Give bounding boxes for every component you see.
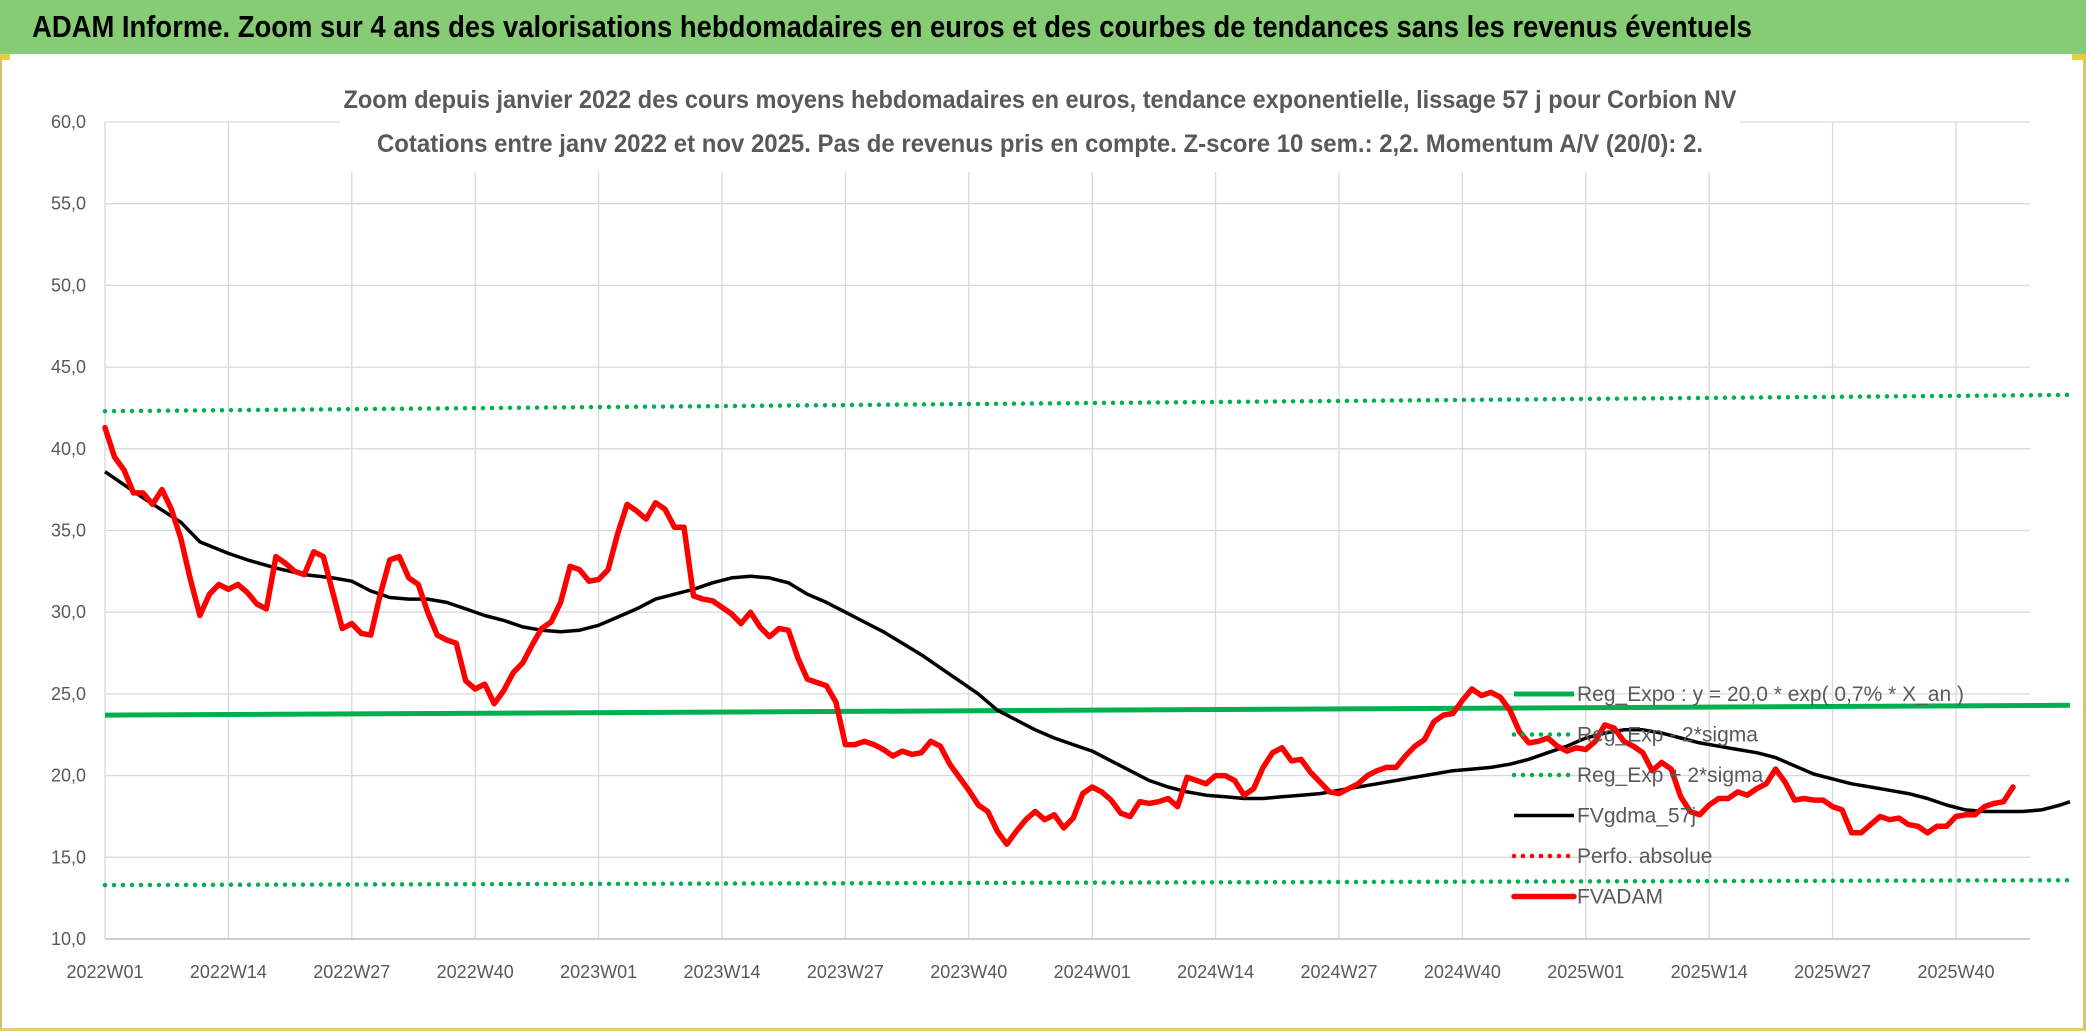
y-tick-label: 45,0 [51,357,86,377]
y-axis: 60,0 55,0 50,0 45,0 40,0 35,0 30,0 25,0 20,0 15,0… [51,112,86,949]
banner-title: ADAM Informe. Zoom sur 4 ans des valoris… [32,9,1752,44]
series-line-fvgdma-57j [104,470,2071,814]
chart-title: Zoom depuis janvier 2022 des cours moyen… [344,86,1737,114]
y-tick-label: 15,0 [51,847,86,867]
legend-label: FVADAM [1577,886,1663,909]
y-tick-label: 60,0 [51,112,86,132]
x-tick-label: 2022W01 [66,962,143,982]
chart-legend: Reg_Expo : y = 20,0 * exp( 0,7% * X_an )… [1511,683,1964,909]
y-tick-label: 10,0 [51,929,86,949]
x-tick-label: 2025W14 [1671,962,1748,982]
y-tick-label: 40,0 [51,439,86,459]
x-tick-label: 2024W14 [1177,962,1254,982]
chart-subtitle: Cotations entre janv 2022 et nov 2025. P… [377,130,1703,158]
legend-label: FVgdma_57j [1577,805,1696,828]
x-tick-label: 2025W27 [1794,962,1871,982]
x-axis: 2022W01 2022W14 2022W27 2022W40 2023W01 2023W… [66,938,2030,982]
chart-frame [0,54,2086,1031]
frame-corner-right [2072,54,2086,60]
legend-label: Reg_Expo : y = 20,0 * exp( 0,7% * X_an ) [1577,683,1964,706]
frame-corner-left [0,54,10,60]
series-line-reg-exp-2-sigma [102,392,2073,414]
chart-series [102,392,2073,888]
y-tick-label: 50,0 [51,275,86,295]
chart-grid [104,121,2030,940]
y-tick-label: 35,0 [51,521,86,541]
legend-label: Reg_Exp + 2*sigma [1577,764,1764,787]
x-tick-label: 2023W27 [807,962,884,982]
series-line-fvadam [102,424,2016,847]
legend-label: Reg_Exp - 2*sigma [1577,724,1758,747]
series-line-reg-expo-y-20-0-exp-0-7-x-an [104,702,2070,718]
x-tick-label: 2025W40 [1917,962,1994,982]
x-tick-label: 2022W14 [190,962,267,982]
x-tick-label: 2023W14 [683,962,760,982]
x-tick-label: 2025W01 [1547,962,1624,982]
y-tick-label: 30,0 [51,602,86,622]
series-line-reg-exp-2-sigma [102,877,2073,888]
x-tick-label: 2023W01 [560,962,637,982]
x-tick-label: 2022W40 [437,962,514,982]
x-tick-label: 2022W27 [313,962,390,982]
title-background [340,78,1740,172]
x-tick-label: 2024W27 [1300,962,1377,982]
x-tick-label: 2023W40 [930,962,1007,982]
legend-label: Perfo. absolue [1577,845,1712,868]
x-tick-label: 2024W40 [1424,962,1501,982]
y-tick-label: 20,0 [51,766,86,786]
report-banner: ADAM Informe. Zoom sur 4 ans des valoris… [0,0,2086,54]
x-tick-label: 2024W01 [1054,962,1131,982]
y-tick-label: 55,0 [51,194,86,214]
y-tick-label: 25,0 [51,684,86,704]
